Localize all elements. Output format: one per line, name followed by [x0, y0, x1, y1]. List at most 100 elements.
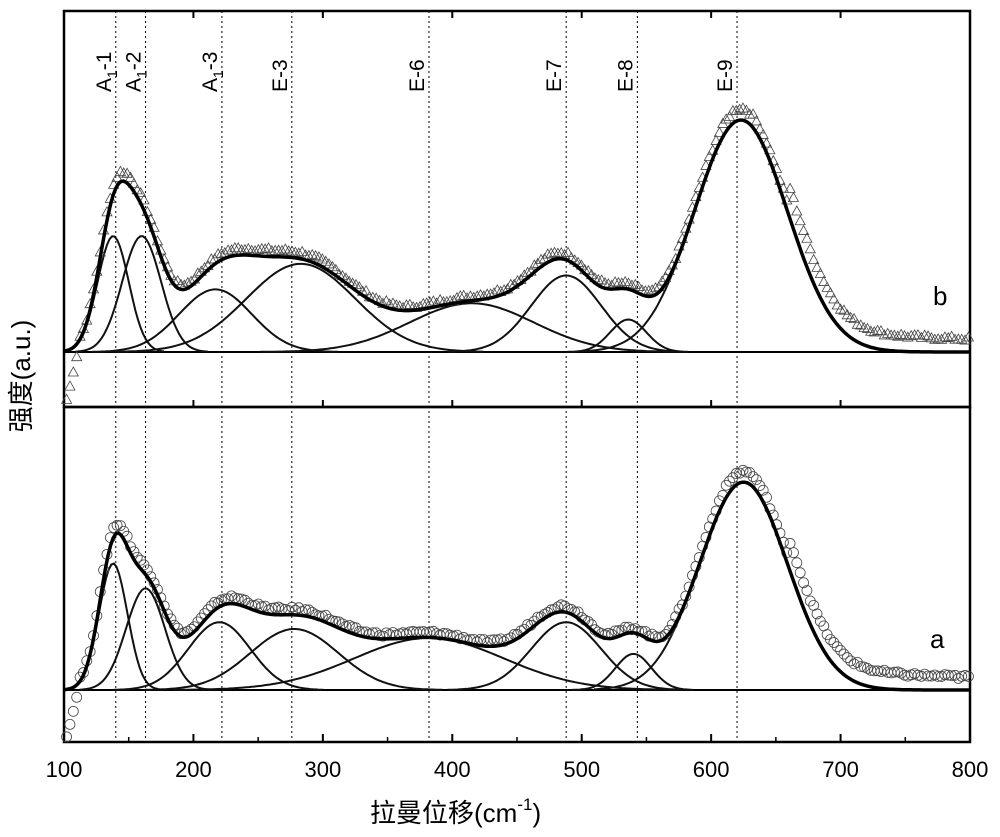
- data-point: [545, 247, 557, 258]
- data-point: [811, 261, 823, 272]
- data-point: [656, 275, 668, 286]
- x-tick-label-100: 100: [46, 757, 83, 782]
- reference-label-0: A1-1: [93, 52, 120, 93]
- component-peak-a-5: [447, 621, 683, 691]
- data-point: [844, 311, 857, 322]
- data-point: [710, 134, 722, 145]
- x-tick-label-200: 200: [175, 757, 212, 782]
- data-point: [67, 366, 79, 377]
- data-point: [794, 567, 806, 579]
- data-point: [895, 328, 907, 339]
- data-point: [595, 274, 608, 285]
- data-point: [807, 253, 820, 264]
- data-point: [279, 243, 292, 254]
- reference-labels: A1-1A1-2 A1-3 E-3 E-6 E-7 E-8 E-9: [93, 52, 737, 93]
- data-point: [293, 602, 305, 614]
- data-point: [898, 329, 911, 341]
- fit-envelope-a: [63, 480, 970, 692]
- data-point: [932, 333, 944, 344]
- data-point: [888, 329, 901, 340]
- data-point: [862, 663, 873, 674]
- data-point: [828, 637, 840, 648]
- reference-label-7: E-9: [714, 59, 737, 92]
- data-point: [242, 242, 254, 254]
- data-point: [108, 522, 120, 533]
- data-point: [723, 110, 736, 121]
- data-point: [209, 596, 221, 608]
- data-point: [454, 290, 466, 301]
- data-point: [111, 519, 123, 531]
- data-point: [229, 592, 241, 604]
- data-point: [226, 590, 237, 602]
- data-point: [612, 276, 625, 288]
- x-axis-title: 拉曼位移(cm-1): [370, 795, 541, 828]
- data-point: [811, 608, 823, 620]
- data-point: [892, 330, 904, 341]
- data-point: [232, 242, 244, 253]
- data-point: [64, 380, 76, 391]
- reference-label-3: E-3: [269, 59, 292, 92]
- reference-label-6: E-8: [614, 59, 637, 92]
- data-point: [824, 287, 837, 298]
- x-axis-title-sup: -1: [517, 795, 532, 814]
- traces: [60, 102, 975, 743]
- data-point: [751, 474, 762, 486]
- data-point: [754, 123, 766, 134]
- data-point: [801, 585, 813, 596]
- data-point: [700, 159, 712, 170]
- data-point: [760, 137, 773, 148]
- reference-lines: [115, 11, 738, 742]
- data-point: [889, 666, 900, 678]
- data-point: [851, 318, 864, 329]
- data-point: [939, 331, 951, 342]
- data-point: [121, 167, 133, 178]
- data-point: [286, 601, 298, 613]
- data-point: [619, 275, 631, 287]
- data-point: [919, 329, 931, 340]
- data-point: [784, 538, 796, 549]
- data-point: [841, 652, 853, 663]
- data-point: [703, 150, 716, 161]
- data-point: [67, 705, 79, 717]
- data-point: [535, 253, 547, 264]
- data-point: [882, 327, 894, 338]
- data-point: [875, 324, 887, 336]
- data-markers-a: [61, 464, 974, 743]
- trace-label-a: a: [930, 624, 945, 654]
- data-point: [622, 277, 635, 288]
- data-point: [858, 321, 870, 332]
- data-point: [548, 246, 561, 257]
- data-point: [962, 331, 975, 342]
- data-point: [757, 484, 769, 496]
- data-point: [834, 303, 847, 314]
- component-peak-b-0: [65, 235, 165, 353]
- data-point: [313, 251, 325, 262]
- data-point: [744, 467, 756, 478]
- component-peak-a-1: [79, 587, 212, 691]
- component-peak-b-6: [566, 318, 689, 353]
- component-peak-b-3: [116, 262, 484, 353]
- data-point: [225, 244, 238, 255]
- data-point: [562, 246, 574, 257]
- data-point: [108, 178, 120, 189]
- data-point: [528, 259, 541, 270]
- data-point: [461, 634, 473, 646]
- data-point: [798, 577, 809, 589]
- data-point: [114, 165, 127, 176]
- data-point: [942, 331, 954, 343]
- data-point: [387, 627, 399, 638]
- data-point: [720, 113, 732, 124]
- data-point: [915, 331, 928, 342]
- data-point: [427, 295, 440, 306]
- data-point: [922, 330, 934, 341]
- data-point: [912, 669, 924, 681]
- data-point: [814, 267, 827, 278]
- data-point: [895, 667, 907, 679]
- x-tick-label-300: 300: [304, 757, 341, 782]
- data-point: [542, 248, 554, 259]
- data-point: [828, 293, 840, 304]
- data-point: [791, 557, 803, 569]
- data-point: [787, 191, 800, 202]
- data-point: [959, 334, 971, 345]
